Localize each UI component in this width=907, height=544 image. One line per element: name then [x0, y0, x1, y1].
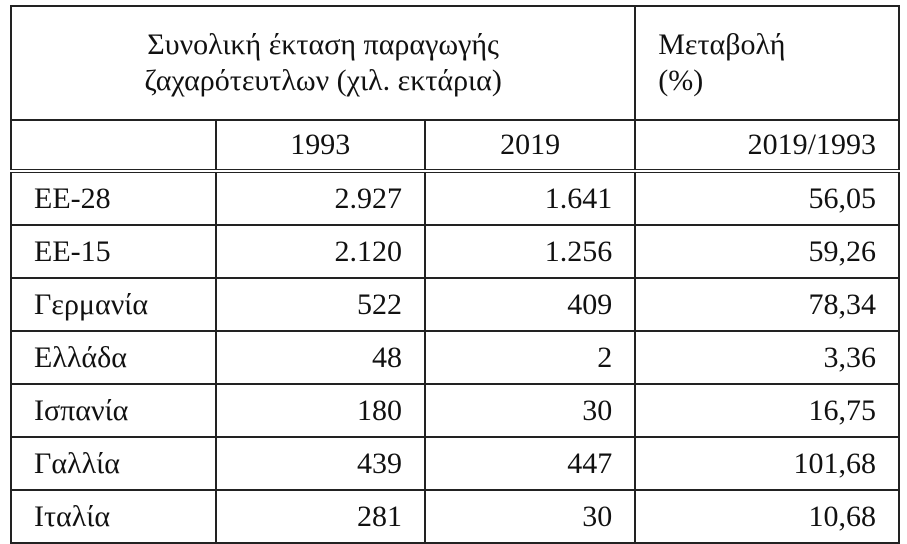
row-label: Ελλάδα [10, 330, 217, 385]
value-cell: 522 [214, 277, 426, 332]
empty-cell [10, 119, 217, 173]
value-cell: 3,36 [634, 330, 900, 385]
data-row: Γερμανία 522 409 78,34 [10, 277, 900, 332]
year-cell: 1993 [214, 119, 426, 173]
year-cell: 2019 [423, 119, 637, 173]
table-body: Συνολική έκταση παραγωγής ζαχαρότευτλων … [9, 5, 900, 544]
value-cell: 30 [423, 383, 637, 438]
data-row: ΕΕ-28 2.927 1.641 56,05 [10, 170, 900, 226]
data-row: Γαλλία 439 447 101,68 [10, 436, 900, 491]
value-cell: 16,75 [634, 383, 900, 438]
value-cell: 101,68 [634, 436, 900, 491]
value-cell: 1.641 [423, 170, 637, 226]
value-cell: 281 [214, 489, 426, 544]
data-row: ΕΕ-15 2.120 1.256 59,26 [10, 224, 900, 279]
value-cell: 78,34 [634, 277, 900, 332]
value-cell: 447 [423, 436, 637, 491]
data-row: Ιταλία 281 30 10,68 [10, 489, 900, 544]
value-cell: 180 [214, 383, 426, 438]
ratio-cell: 2019/1993 [634, 119, 900, 173]
data-row: Ελλάδα 48 2 3,36 [10, 330, 900, 385]
value-cell: 2.120 [214, 224, 426, 279]
value-cell: 2 [423, 330, 637, 385]
row-label: ΕΕ-15 [10, 224, 217, 279]
value-cell: 409 [423, 277, 637, 332]
data-row: Ισπανία 180 30 16,75 [10, 383, 900, 438]
header-change: Μεταβολή (%) [634, 5, 900, 121]
row-label: Γερμανία [10, 277, 217, 332]
value-cell: 2.927 [214, 170, 426, 226]
value-cell: 59,26 [634, 224, 900, 279]
value-cell: 1.256 [423, 224, 637, 279]
row-label: Ισπανία [10, 383, 217, 438]
row-label: Γαλλία [10, 436, 217, 491]
value-cell: 10,68 [634, 489, 900, 544]
value-cell: 56,05 [634, 170, 900, 226]
row-label: ΕΕ-28 [10, 170, 217, 226]
year-row: 1993 2019 2019/1993 [10, 119, 900, 173]
value-cell: 30 [423, 489, 637, 544]
value-cell: 439 [214, 436, 426, 491]
row-label: Ιταλία [10, 489, 217, 544]
header-row: Συνολική έκταση παραγωγής ζαχαρότευτλων … [9, 5, 900, 121]
data-table: Συνολική έκταση παραγωγής ζαχαρότευτλων … [9, 5, 900, 544]
value-cell: 48 [214, 330, 426, 385]
header-title: Συνολική έκταση παραγωγής ζαχαρότευτλων … [9, 5, 637, 121]
